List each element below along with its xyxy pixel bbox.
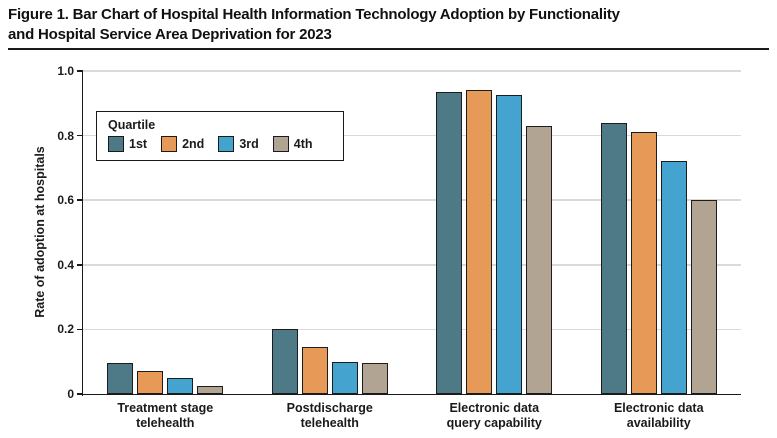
legend-swatch-3rd [218,136,235,152]
bar-1st-quartile [271,329,298,394]
x-axis-line [83,393,741,395]
legend-swatch-2nd [161,136,178,152]
legend-item-3rd: 3rd [218,136,259,152]
bar-2nd-quartile [301,347,328,394]
y-tick-mark [77,264,83,266]
legend: Quartile 1st 2nd 3rd 4th [96,111,344,161]
figure-title-line2: and Hospital Service Area Deprivation fo… [8,26,332,43]
legend-item-label: 4th [293,137,313,151]
y-tick-label: 0.8 [57,128,74,143]
bar-4th-quartile [197,385,224,394]
y-axis-title: Rate of adoption at hospitals [33,146,47,318]
bar-3rd-quartile [660,161,687,394]
figure-title-line1: Figure 1. Bar Chart of Hospital Health I… [8,6,620,23]
bar-4th-quartile [526,125,553,394]
y-tick-mark [77,134,83,137]
gridline [83,134,741,137]
x-category-label: Treatment stage telehealth [117,401,214,430]
y-tick-label: 0.6 [57,193,74,208]
y-tick-label: 0.2 [57,322,74,337]
gridline [83,264,741,266]
figure-title: Figure 1. Bar Chart of Hospital Health I… [8,5,620,45]
y-tick-label: 0 [67,387,74,401]
bar-3rd-quartile [167,377,194,394]
legend-swatch-1st [108,136,124,152]
legend-item-4th: 4th [272,136,313,152]
y-tick-label: 0.4 [57,257,74,272]
bar-3rd-quartile [331,361,358,394]
legend-item-1st: 1st [108,136,147,152]
bar-1st-quartile [600,122,627,394]
bar-2nd-quartile [466,90,493,394]
y-axis-line [81,71,83,396]
bar-4th-quartile [690,200,717,394]
y-tick-mark [77,393,83,395]
y-tick-label: 1.0 [57,64,74,78]
y-tick-mark [77,328,83,331]
legend-entries: 1st 2nd 3rd 4th [108,136,335,152]
bar-2nd-quartile [630,132,657,394]
legend-item-label: 1st [129,137,148,151]
x-category-label: Electronic data availability [613,401,704,430]
title-divider [8,48,769,50]
bar-1st-quartile [107,363,134,394]
legend-item-2nd: 2nd [161,136,204,152]
x-category-label: Electronic data query capability [446,401,542,430]
legend-title: Quartile [108,118,156,132]
bar-1st-quartile [436,91,463,394]
x-category-label: Postdischarge telehealth [286,401,373,430]
legend-item-label: 3rd [239,137,259,151]
gridline [83,328,741,331]
bar-3rd-quartile [496,95,523,394]
y-tick-mark [77,70,83,72]
gridline [83,199,741,201]
bar-4th-quartile [361,363,388,394]
bar-2nd-quartile [137,371,164,394]
legend-swatch-4th [272,136,289,152]
y-tick-mark [77,199,83,201]
gridline [83,70,741,72]
legend-item-label: 2nd [182,137,205,151]
